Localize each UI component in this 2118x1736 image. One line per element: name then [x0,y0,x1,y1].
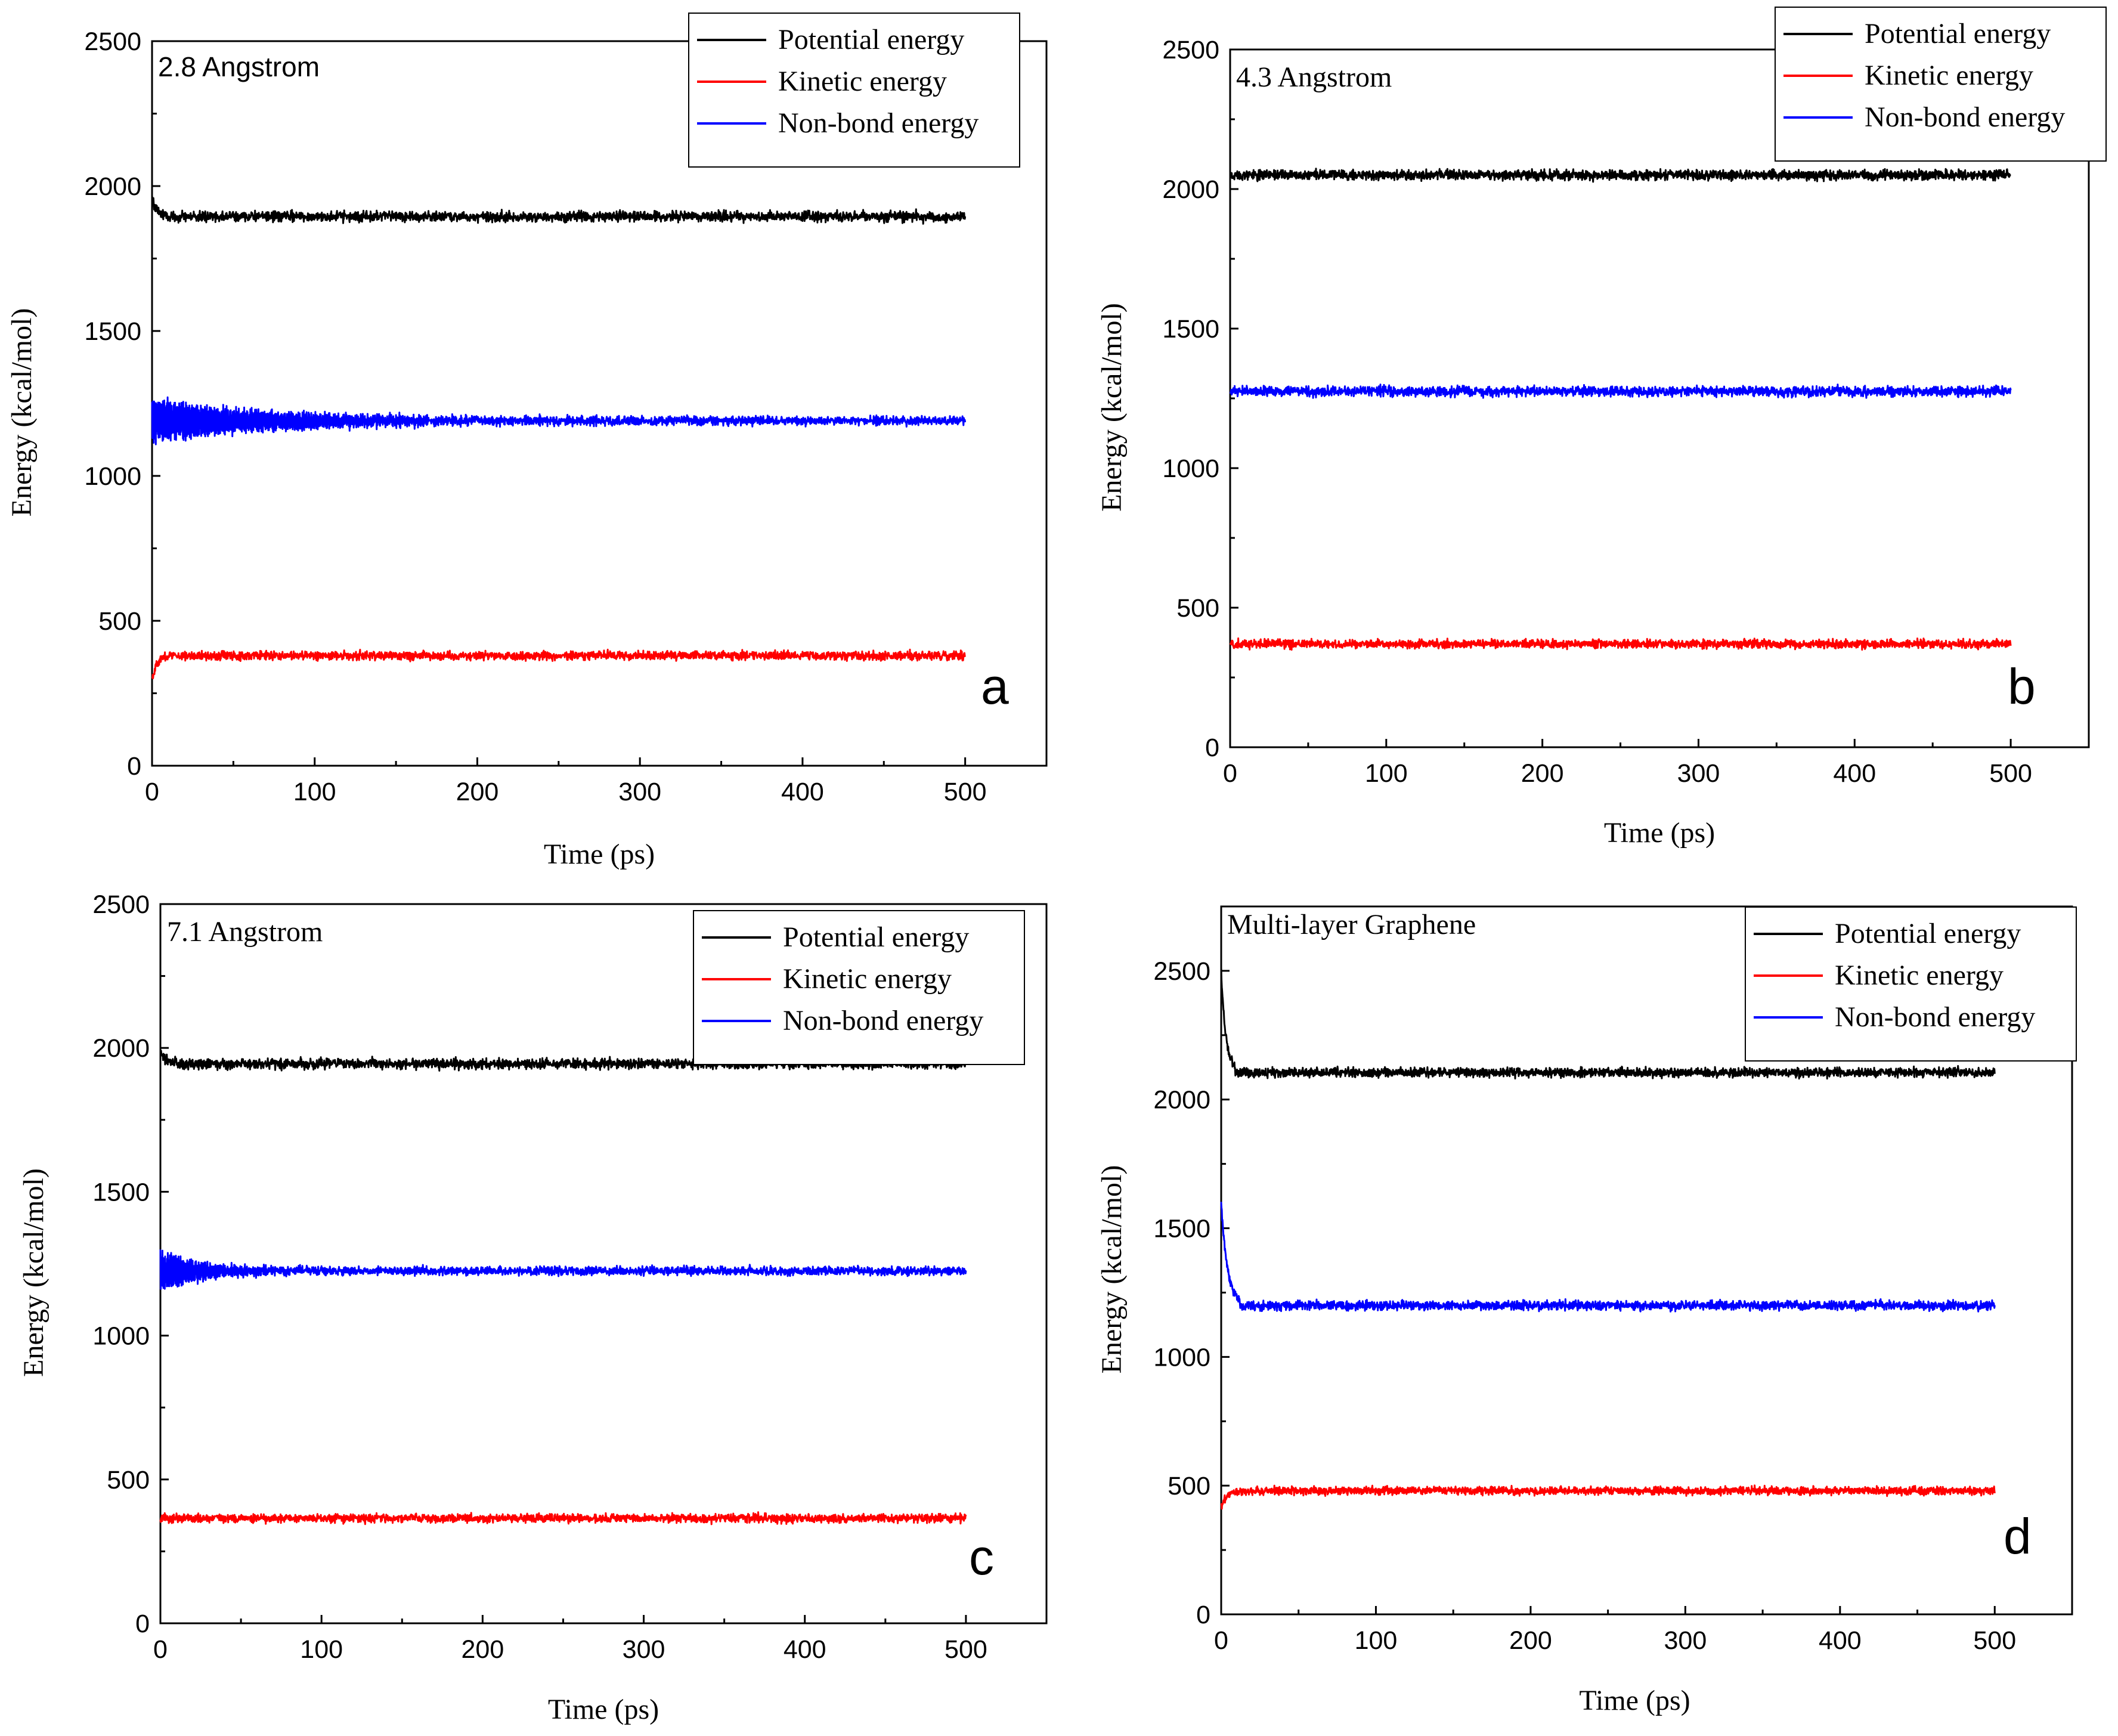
x-tick-label: 400 [1833,759,1876,788]
series-line-kinetic-energy [1229,637,2012,651]
chart-panel-b: 0 100 200 300 400 500 0 500 1000 1500 2000 2500 Time… [1096,7,2107,849]
x-tick-label: 300 [1664,1626,1707,1655]
legend-label: Potential energy [783,921,969,953]
legend-label: Kinetic energy [1835,960,2004,991]
panel-title: 4.3 Angstrom [1236,61,1392,93]
x-tick-label: 500 [944,778,987,806]
x-tick-label: 200 [456,778,499,806]
x-tick-label: 200 [1509,1626,1552,1655]
panel-letter: b [2008,658,2036,714]
y-tick-label: 2500 [1162,36,1219,64]
chart-panel-a: 0 100 200 300 400 500 0 500 1000 1500 2000 2500 Time… [6,13,1048,870]
y-tick-label: 1000 [1153,1343,1210,1372]
legend-label: Non-bond energy [783,1005,983,1036]
legend-label: Potential energy [778,24,964,55]
y-tick-label: 0 [1196,1601,1210,1629]
series-line-kinetic-energy [1220,1484,1996,1510]
series-line-kinetic-energy [151,648,967,680]
y-tick-label: 500 [1168,1472,1210,1500]
legend: Potential energy Kinetic energy Non-bond e… [1775,7,2107,162]
x-tick-label: 400 [1819,1626,1862,1655]
x-tick-label: 0 [1214,1626,1228,1655]
x-tick-label: 100 [1355,1626,1398,1655]
y-tick-label: 1000 [84,462,141,491]
y-tick-label: 1000 [1162,454,1219,483]
y-tick-label: 1500 [1162,315,1219,344]
series-line-potential-energy [159,1050,967,1072]
legend-label: Non-bond energy [778,107,979,139]
y-tick-label: 2000 [84,172,141,201]
y-tick-label: 2000 [1162,175,1219,204]
legend-label: Potential energy [1835,918,2021,949]
x-tick-label: 300 [1677,759,1720,788]
y-tick-label: 0 [127,752,141,781]
x-tick-label: 100 [1365,759,1408,788]
panel-title: 7.1 Angstrom [167,916,323,948]
x-axis-label: Time (ps) [1579,1685,1690,1716]
series-line-non-bond-energy [151,396,967,445]
y-tick-label: 2500 [84,27,141,56]
x-tick-label: 400 [784,1635,826,1664]
legend: Potential energy Kinetic energy Non-bond e… [688,13,1020,168]
y-axis-label: Energy (kcal/mol) [1096,1165,1128,1374]
x-tick-label: 100 [293,778,336,806]
x-tick-label: 0 [1223,759,1237,788]
legend-label: Kinetic energy [783,963,952,995]
x-tick-label: 500 [945,1635,987,1664]
y-tick-label: 2500 [1153,957,1210,986]
x-tick-label: 100 [300,1635,343,1664]
x-tick-label: 200 [1521,759,1564,788]
y-tick-label: 2000 [92,1034,150,1063]
x-axis-label: Time (ps) [548,1694,659,1725]
panel-letter: d [2004,1508,2032,1564]
series-line-non-bond-energy [1220,1202,1996,1313]
x-tick-label: 300 [618,778,661,806]
x-tick-label: 200 [461,1635,504,1664]
x-tick-label: 0 [153,1635,168,1664]
y-tick-label: 0 [135,1610,150,1638]
chart-panel-d: 0 100 200 300 400 500 0 500 1000 1500 2000 2500 Time… [1096,905,2077,1716]
legend: Potential energy Kinetic energy Non-bond e… [1745,906,2077,1062]
y-tick-label: 500 [107,1466,150,1494]
chart-panel-c: 0 100 200 300 400 500 0 500 1000 1500 2000 2500 Time… [18,890,1048,1725]
legend-label: Potential energy [1865,18,2051,49]
legend-label: Kinetic energy [778,66,947,97]
x-tick-label: 500 [1989,759,2032,788]
y-tick-label: 1000 [92,1322,150,1351]
x-tick-label: 300 [623,1635,665,1664]
y-tick-label: 500 [98,607,141,636]
y-axis-label: Energy (kcal/mol) [1096,303,1128,512]
y-tick-label: 2500 [92,890,150,919]
series-line-non-bond-energy [159,1249,967,1290]
y-axis-label: Energy (kcal/mol) [18,1168,49,1377]
x-tick-label: 400 [781,778,824,806]
plot-frame [1220,905,2073,1616]
panel-title: 2.8 Angstrom [158,51,320,82]
x-tick-label: 0 [145,778,159,806]
panel-letter: a [981,658,1009,714]
y-tick-label: 500 [1176,594,1219,623]
legend-label: Non-bond energy [1835,1001,2035,1033]
y-tick-label: 1500 [92,1178,150,1206]
y-tick-label: 2000 [1153,1086,1210,1115]
y-tick-label: 0 [1205,734,1219,762]
y-tick-label: 1500 [84,317,141,346]
legend: Potential energy Kinetic energy Non-bond e… [693,910,1025,1065]
x-axis-label: Time (ps) [1604,817,1715,849]
panel-title: Multi-layer Graphene [1227,909,1476,940]
series-line-potential-energy [1229,168,2011,183]
series-line-kinetic-energy [159,1511,967,1525]
x-tick-label: 500 [1973,1626,2016,1655]
legend-label: Kinetic energy [1865,60,2033,91]
panel-letter: c [969,1529,994,1585]
series-line-potential-energy [151,196,967,225]
y-tick-label: 1500 [1153,1215,1210,1243]
y-axis-label: Energy (kcal/mol) [6,308,38,517]
legend-label: Non-bond energy [1865,101,2065,133]
x-axis-label: Time (ps) [544,838,655,870]
series-line-potential-energy [1220,967,1996,1080]
series-line-non-bond-energy [1229,383,2012,399]
